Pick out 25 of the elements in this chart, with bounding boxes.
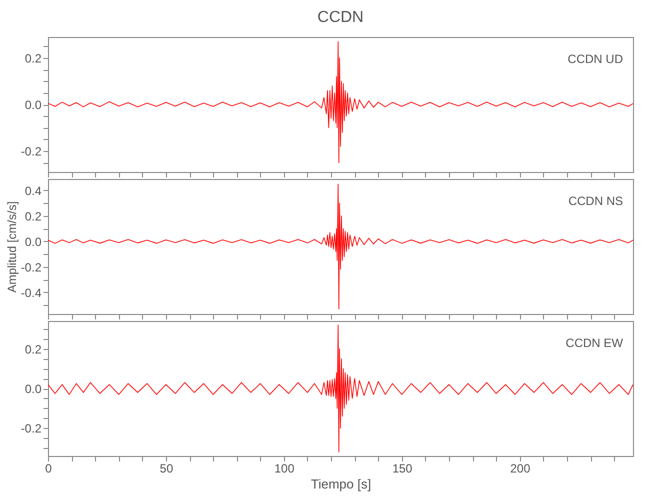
line-series [48, 324, 633, 452]
y-tick-label: 0.0 [24, 98, 42, 112]
y-tick-label: -0.4 [20, 286, 42, 300]
text: CCDN NS [568, 194, 623, 208]
line-series [48, 184, 633, 310]
x-tick-label: 50 [160, 462, 174, 476]
y-tick-label: -0.2 [20, 144, 42, 159]
x-tick-label: 100 [274, 462, 295, 476]
text: CCDN UD [568, 52, 624, 66]
y-tick-label: -0.2 [20, 260, 42, 274]
y-tick-label: -0.2 [20, 422, 42, 436]
y-axis-title: Amplitud [cm/s/s] [4, 201, 19, 293]
y-tick-label: 0.2 [24, 51, 42, 66]
text: CCDN EW [566, 336, 624, 350]
y-tick-label: 0.4 [24, 184, 42, 198]
y-tick-label: 0.2 [24, 209, 42, 224]
x-tick-label: 0 [45, 462, 52, 476]
x-axis-title: Tiempo [s] [310, 476, 372, 492]
chart-title: CCDN [317, 9, 364, 26]
x-tick-label: 200 [510, 462, 531, 476]
y-tick-label: 0.2 [24, 342, 42, 356]
line-series [48, 41, 633, 164]
x-tick-label: 150 [392, 462, 413, 476]
y-tick-label: 0.0 [24, 234, 42, 249]
y-tick-label: 0.0 [24, 382, 42, 396]
